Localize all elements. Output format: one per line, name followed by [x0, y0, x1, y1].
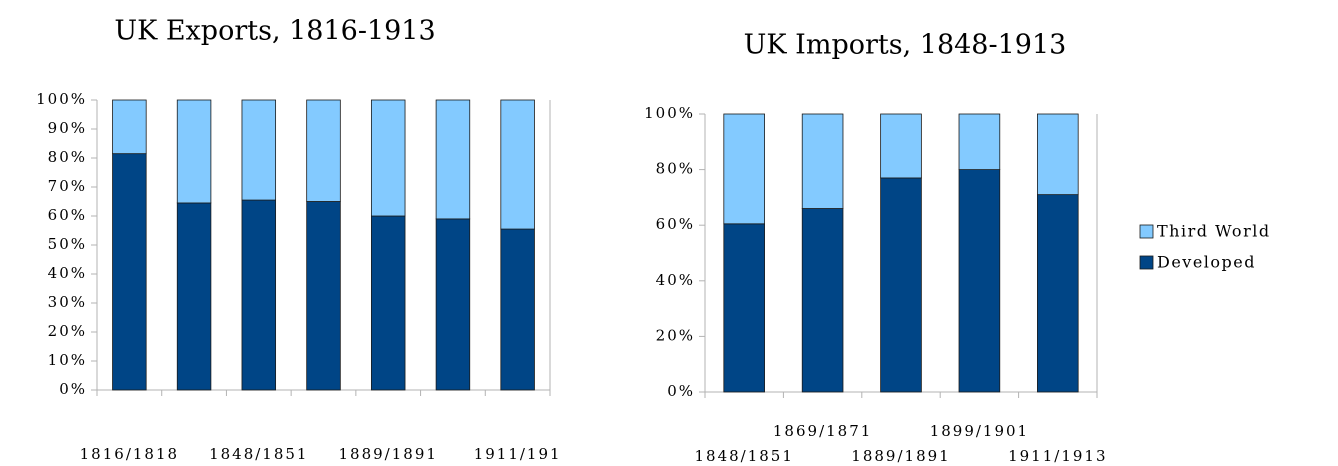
bar-segment: [306, 99, 341, 202]
y-tick-label: 40%: [48, 264, 87, 282]
chart-title: UK Imports, 1848-1913: [744, 30, 1067, 61]
y-tick-label: 90%: [48, 119, 87, 137]
bar-segment: [241, 99, 277, 201]
y-tick-label: 0%: [667, 382, 695, 400]
y-tick-label: 100%: [36, 90, 87, 108]
y-tick-label: 20%: [48, 322, 87, 340]
x-tick-label: 1889/1891: [851, 447, 950, 465]
x-tick-label: 1869/1871: [773, 422, 872, 440]
bar-segment: [958, 169, 1001, 393]
y-tick-label: 80%: [656, 160, 695, 178]
y-tick-label: 0%: [59, 380, 87, 398]
x-tick-label: 1889/1891: [339, 445, 438, 463]
x-tick-label: 1848/1851: [694, 447, 793, 465]
legend-label: Third World: [1157, 222, 1271, 241]
x-tick-label: 1848/1851: [209, 445, 308, 463]
bar-segment: [370, 215, 406, 391]
chart-title: UK Exports, 1816-1913: [114, 16, 435, 47]
y-tick-label: 50%: [48, 235, 87, 253]
bar-segment: [500, 99, 535, 230]
x-tick-label: 1899/1901: [930, 422, 1029, 440]
bar-segment: [112, 153, 147, 391]
y-tick-label: 80%: [48, 148, 87, 166]
y-tick-label: 100%: [644, 104, 695, 122]
bar-segment: [306, 201, 341, 391]
bar-segment: [1037, 113, 1079, 196]
y-tick-label: 40%: [656, 271, 695, 289]
y-tick-label: 70%: [48, 177, 87, 195]
x-tick-label: 1911/191: [474, 445, 562, 463]
legend-swatch: [1139, 224, 1154, 239]
bar-segment: [435, 99, 471, 220]
y-tick-label: 20%: [656, 326, 695, 344]
bar-segment: [241, 199, 277, 391]
y-tick-label: 60%: [656, 215, 695, 233]
bar-segment: [500, 228, 535, 391]
bar-segment: [801, 208, 844, 393]
y-tick-label: 30%: [48, 293, 87, 311]
bar-segment: [176, 202, 212, 391]
bar-segment: [958, 113, 1001, 170]
legend-swatch: [1139, 255, 1154, 270]
y-tick-label: 60%: [48, 206, 87, 224]
bar-segment: [723, 113, 765, 225]
bar-segment: [176, 99, 212, 204]
bar-segment: [1037, 194, 1079, 393]
legend-label: Developed: [1157, 253, 1256, 272]
bar-segment: [112, 99, 147, 155]
bar-segment: [880, 177, 922, 393]
bar-segment: [880, 113, 922, 179]
y-tick-label: 10%: [48, 351, 87, 369]
x-tick-label: 1911/1913: [1008, 447, 1107, 465]
bar-segment: [801, 113, 844, 209]
x-tick-label: 1816/1818: [80, 445, 179, 463]
bar-segment: [723, 223, 765, 393]
bar-segment: [370, 99, 406, 217]
bar-segment: [435, 218, 471, 391]
